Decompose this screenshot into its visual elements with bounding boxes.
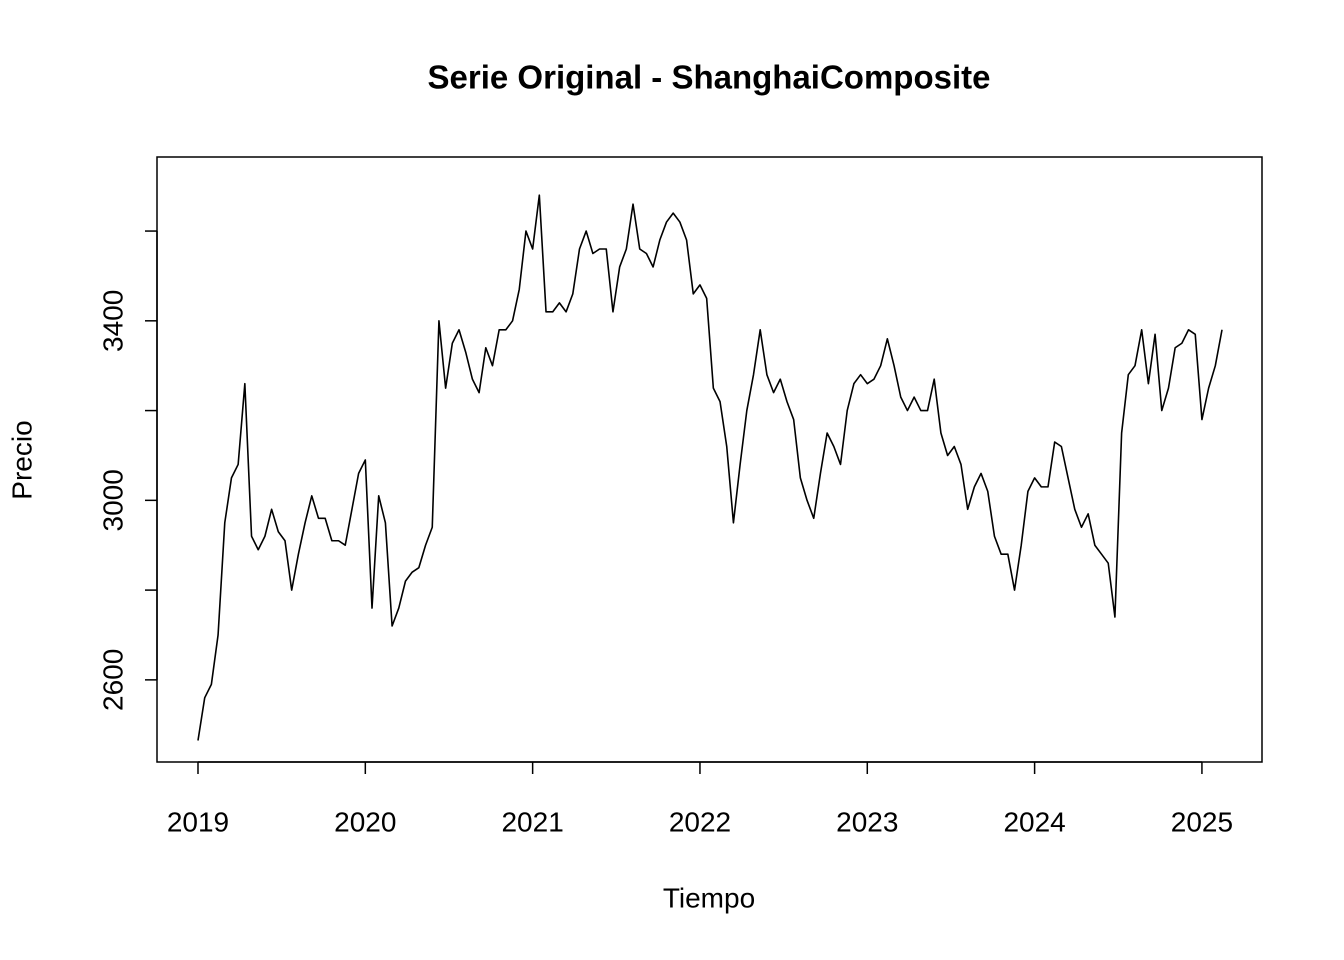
x-axis-label: Tiempo <box>663 882 755 913</box>
series-line <box>197 194 1223 741</box>
x-tick-label: 2024 <box>1003 806 1065 837</box>
x-tick-label: 2019 <box>167 806 229 837</box>
chart-title: Serie Original - ShanghaiComposite <box>428 59 991 96</box>
y-axis-label: Precio <box>6 420 37 499</box>
y-tick-label: 3400 <box>97 290 128 352</box>
y-tick-label: 2600 <box>97 649 128 711</box>
plot-frame <box>156 156 1263 763</box>
x-tick-label: 2020 <box>334 806 396 837</box>
x-tick-label: 2023 <box>836 806 898 837</box>
y-tick-label: 3000 <box>97 469 128 531</box>
x-tick-label: 2025 <box>1171 806 1233 837</box>
x-tick-label: 2021 <box>501 806 563 837</box>
x-tick-label: 2022 <box>669 806 731 837</box>
